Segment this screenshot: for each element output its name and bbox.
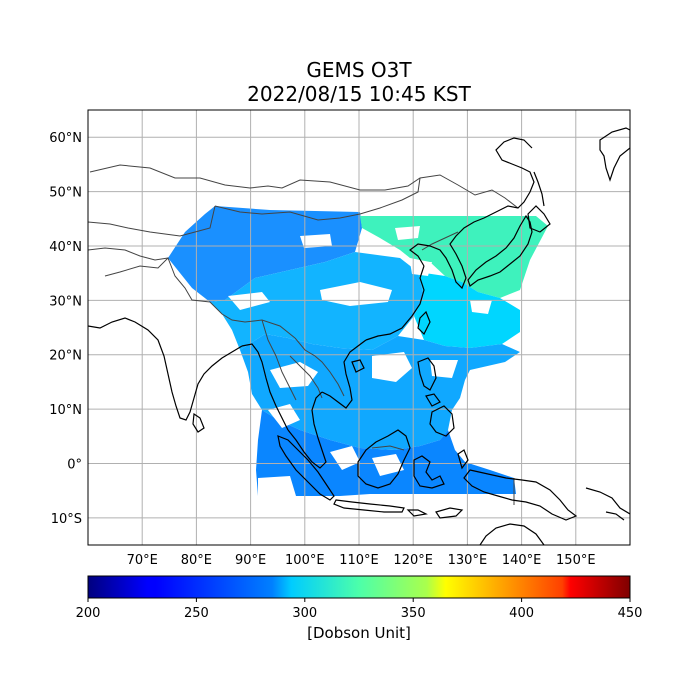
border-afghanistan — [88, 247, 169, 261]
border-thailand — [289, 355, 323, 399]
lat-tick-label: 30°N — [49, 294, 82, 309]
lat-tick-label: 50°N — [49, 186, 82, 201]
lat-tick-label: 10°S — [51, 512, 82, 527]
coast-hokkaido — [527, 205, 551, 233]
coast-philippines-visayas — [425, 393, 441, 407]
coast-taiwan — [417, 310, 431, 336]
cloud-gap — [268, 404, 300, 428]
lon-tick-label: 110°E — [339, 553, 379, 568]
border-china-india — [209, 301, 296, 339]
map-area — [88, 110, 630, 545]
coastlines — [88, 127, 630, 545]
coast-java — [333, 499, 405, 513]
lon-tick-label: 90°E — [235, 553, 266, 568]
coast-sri-lanka — [192, 412, 205, 433]
ozone-region-maritime — [256, 410, 516, 496]
coast-timor — [435, 507, 464, 519]
map-frame — [87, 109, 631, 546]
latitude-tick-labels: 60°N 50°N 40°N 30°N 20°N 10°N 0° 10°S — [49, 131, 82, 527]
title-product: GEMS O3T — [306, 58, 412, 82]
border-borneo — [371, 445, 405, 451]
coast-indochina — [321, 339, 367, 409]
lat-tick-label: 20°N — [49, 349, 82, 364]
cloud-gap — [258, 476, 296, 496]
coast-south-china — [365, 265, 425, 341]
lon-tick-label: 80°E — [181, 553, 212, 568]
title-datetime: 2022/08/15 10:45 KST — [247, 82, 471, 106]
lon-tick-label: 120°E — [393, 553, 433, 568]
cloud-gap — [330, 446, 360, 470]
coast-solomon — [605, 511, 625, 521]
coast-bohai-korea — [409, 137, 535, 290]
coast-philippines-luzon — [417, 357, 437, 391]
coast-borneo — [357, 429, 411, 489]
border-myanmar — [261, 319, 297, 401]
cloud-gap — [270, 362, 318, 388]
colorbar-tick-label: 200 — [76, 606, 101, 621]
lat-tick-label: 0° — [67, 457, 82, 472]
lon-tick-label: 130°E — [448, 553, 488, 568]
longitude-tick-labels: 70°E 80°E 90°E 100°E 110°E 120°E 130°E 140°E 150… — [127, 553, 596, 568]
coast-kamchatka — [599, 127, 630, 182]
lon-tick-label: 100°E — [285, 553, 325, 568]
coast-arabian-india-west — [88, 317, 243, 421]
coast-new-guinea — [463, 469, 578, 521]
cloud-gap — [470, 300, 492, 314]
colorbar-tick-label: 400 — [509, 606, 534, 621]
coast-bay-of-bengal — [241, 343, 289, 431]
cloud-gap — [410, 262, 432, 276]
coast-sulawesi — [413, 455, 445, 489]
coast-sumatra — [277, 435, 335, 501]
lat-tick-label: 60°N — [49, 131, 82, 146]
gridlines — [88, 110, 630, 545]
lat-tick-label: 40°N — [49, 240, 82, 255]
country-borders — [88, 164, 519, 505]
lat-tick-label: 10°N — [49, 403, 82, 418]
colorbar-tick-label: 450 — [618, 606, 643, 621]
coast-lesser-sunda — [406, 509, 428, 517]
border-laos-vietnam — [294, 337, 345, 397]
cloud-gap — [372, 352, 412, 382]
coast-japan-honshu — [467, 214, 533, 287]
lon-tick-label: 150°E — [556, 553, 596, 568]
colorbar-tick-labels: 200 250 300 350 400 450 — [76, 598, 643, 621]
border-pakistan-india — [104, 257, 211, 303]
cloud-gap — [430, 360, 458, 378]
cloud-gap — [395, 226, 420, 240]
lon-tick-label: 70°E — [127, 553, 158, 568]
coast-halmahera — [457, 449, 469, 470]
border-russia-south — [89, 164, 519, 209]
colorbar-tick-label: 300 — [292, 606, 317, 621]
coast-hainan — [351, 359, 365, 373]
colorbar: 200 250 300 350 400 450 — [76, 575, 643, 621]
coast-philippines-mindanao — [429, 405, 455, 437]
coast-australia-north — [479, 523, 545, 545]
colorbar-label: [Dobson Unit] — [307, 624, 411, 642]
colorbar-tick-label: 250 — [184, 606, 209, 621]
coast-malay-peninsula — [287, 391, 327, 469]
map-title: GEMS O3T 2022/08/15 10:45 KST — [88, 58, 630, 106]
coast-sakhalin — [533, 171, 545, 207]
ozone-region-central-asia — [168, 206, 362, 302]
cloud-gap — [372, 454, 404, 476]
colorbar-gradient — [87, 575, 631, 599]
coast-bismarck — [585, 487, 630, 515]
border-central-asia — [88, 205, 216, 237]
border-china-mongolia — [214, 177, 421, 221]
colorbar-tick-label: 350 — [401, 606, 426, 621]
border-china-korea — [421, 231, 459, 251]
cloud-gap — [228, 292, 270, 310]
cloud-gap — [300, 234, 332, 248]
lon-tick-label: 140°E — [502, 553, 542, 568]
